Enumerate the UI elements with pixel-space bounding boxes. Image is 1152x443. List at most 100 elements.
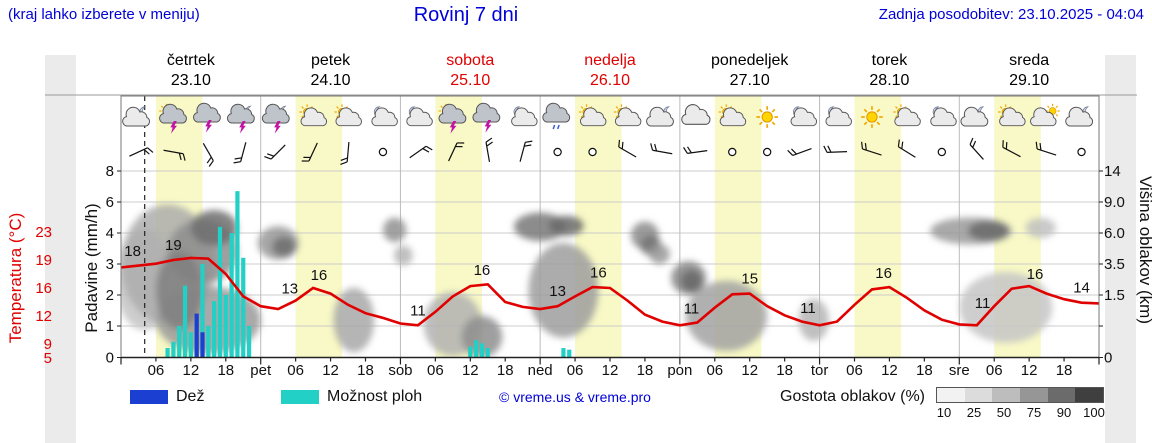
wind-calm-icon xyxy=(728,147,737,157)
stormsun-weather-icon xyxy=(159,103,187,134)
x-tick: 12 xyxy=(602,362,619,379)
scale-tick-75: 75 xyxy=(1026,405,1042,420)
storm-weather-icon xyxy=(193,102,221,133)
day-name: nedelja xyxy=(584,52,636,69)
stormsun-weather-icon xyxy=(438,103,467,134)
temperature-label: 16 xyxy=(590,264,607,281)
x-tick: 12 xyxy=(741,362,758,379)
cloud-density-scale-bar xyxy=(936,387,1104,403)
day-name: torek xyxy=(871,52,908,69)
suncloud-weather-icon xyxy=(718,104,747,127)
mooncloud-weather-icon xyxy=(790,106,817,127)
stormmoon-weather-icon xyxy=(226,103,255,134)
suncloud-weather-icon xyxy=(299,104,327,127)
shower-bar xyxy=(182,285,188,358)
wind-barb-icon xyxy=(129,147,154,157)
temperature-label: 13 xyxy=(549,283,566,300)
shower-bar xyxy=(246,326,252,358)
scale-tick-10: 10 xyxy=(936,405,952,420)
wind-barb-icon xyxy=(897,139,916,158)
daylight-bands xyxy=(155,96,1041,358)
precip-tick: 3 xyxy=(106,256,114,273)
wind-barb-icon xyxy=(409,145,433,159)
day-name: petek xyxy=(310,52,351,69)
cloud-blob xyxy=(382,217,407,243)
x-tick: 06 xyxy=(986,362,1003,379)
wind-barb-icon xyxy=(233,142,247,164)
last-update: Zadnja posodobitev: 23.10.2025 - 04:04 xyxy=(878,6,1144,23)
cloudmoon-weather-icon xyxy=(122,106,150,127)
x-tick: tor xyxy=(811,362,829,379)
x-tick: 18 xyxy=(1056,362,1073,379)
temperature-label: 16 xyxy=(1027,266,1044,283)
wind-barb-icon xyxy=(163,149,186,161)
mooncloud-weather-icon xyxy=(406,106,433,127)
showers-legend-swatch xyxy=(281,390,319,404)
temperature-label: 19 xyxy=(165,237,182,254)
raincloud-weather-icon xyxy=(542,102,571,130)
cloud-blob xyxy=(155,251,203,330)
cloud-km-tick: 9.0 xyxy=(1104,194,1125,211)
temp-tick: 23 xyxy=(35,224,52,241)
precip-tick: 1 xyxy=(106,318,114,335)
scale-seg-4 xyxy=(1020,388,1048,402)
day-name: sreda xyxy=(1009,52,1050,69)
precip-tick: 0 xyxy=(106,350,114,367)
temp-tick: 5 xyxy=(44,350,52,367)
temperature-point-labels: 18 19 13 16 11 16 13 16 11 15 11 16 11 16 14 xyxy=(124,237,1090,319)
cloudsun-weather-icon xyxy=(1030,103,1060,127)
wind-barb-icon xyxy=(1035,141,1057,156)
shower-bar xyxy=(200,264,205,358)
wind-barb-icon xyxy=(485,137,493,162)
x-tick: 06 xyxy=(287,362,304,379)
precip-tick: 4 xyxy=(106,225,114,242)
temperature-label: 14 xyxy=(1073,280,1090,297)
shower-bar xyxy=(474,340,479,358)
x-tick: 18 xyxy=(217,362,234,379)
right-gutter xyxy=(1105,55,1136,443)
sun-weather-icon xyxy=(756,106,778,128)
shower-bar xyxy=(223,295,228,358)
temperature-label: 18 xyxy=(124,243,141,260)
day-date: 25.10 xyxy=(450,72,491,89)
suncloud-weather-icon xyxy=(578,104,607,127)
scale-seg-6 xyxy=(1075,388,1104,402)
scale-seg-5 xyxy=(1047,388,1076,402)
temperature-label: 16 xyxy=(875,265,892,282)
x-tick: 12 xyxy=(881,362,898,379)
cloud-km-tick: 6.0 xyxy=(1104,225,1125,242)
cloud-blob xyxy=(685,280,768,351)
day-date: 26.10 xyxy=(589,72,631,89)
x-tick: 12 xyxy=(183,362,200,379)
day-name: sobota xyxy=(446,52,495,69)
mooncloud-weather-icon xyxy=(511,106,538,127)
scale-tick-50: 50 xyxy=(996,405,1012,420)
precipitation-bars xyxy=(165,191,572,358)
wind-barb-icon xyxy=(787,148,812,156)
mooncloud-weather-icon xyxy=(371,106,398,127)
shower-bar xyxy=(165,348,170,358)
shower-bar xyxy=(468,346,473,358)
cloud-weather-icon xyxy=(681,104,711,125)
x-tick: pon xyxy=(667,362,692,379)
cloud-blob xyxy=(649,244,670,265)
x-tick: 12 xyxy=(322,362,339,379)
wind-barb-icon xyxy=(301,142,318,162)
left-gutter xyxy=(45,55,76,443)
rain-bar xyxy=(194,313,199,358)
cloud-km-tick: 1.5 xyxy=(1104,287,1125,304)
wind-barb-icon xyxy=(519,140,533,162)
axis-tick-labels: 23 19 16 12 95 8 6 4 3 2 1 0 14 9.0 6.0 3.5 1.5 0 06 12 18 pe… xyxy=(35,163,1125,379)
wind-calm-icon xyxy=(762,147,772,157)
shower-bar xyxy=(567,349,572,358)
temperature-line xyxy=(121,256,1099,327)
copyright-link[interactable]: © vreme.us & vreme.pro xyxy=(499,389,651,405)
wind-barb-icon xyxy=(861,141,882,156)
wind-barb-icon xyxy=(1002,140,1021,158)
cloud-blob xyxy=(190,210,238,246)
x-tick: 18 xyxy=(497,362,514,379)
x-tick: 18 xyxy=(916,362,933,379)
storm-weather-icon xyxy=(472,102,501,133)
